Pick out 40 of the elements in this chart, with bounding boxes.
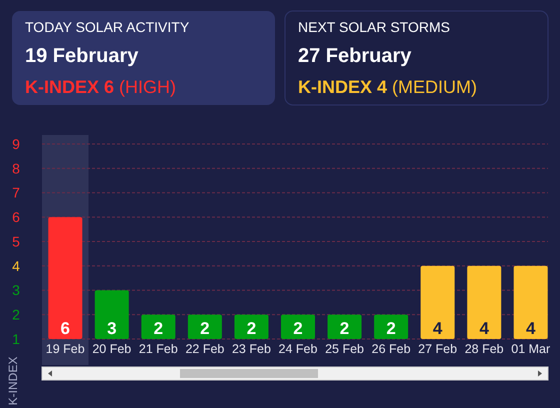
x-tick-label: 28 Feb bbox=[464, 342, 504, 356]
text: NEXT SOLAR STORMS bbox=[298, 19, 450, 35]
data-label: 2 bbox=[340, 319, 350, 338]
y-tick-label: 9 bbox=[12, 136, 20, 152]
x-tick-label: 25 Feb bbox=[325, 342, 364, 356]
data-label: 2 bbox=[246, 319, 256, 338]
text: 27 February bbox=[298, 45, 412, 67]
data-label: 4 bbox=[526, 319, 536, 338]
data-label: 2 bbox=[293, 319, 303, 338]
data-label: 4 bbox=[432, 319, 443, 338]
x-tick-label: 24 Feb bbox=[278, 342, 318, 356]
data-label: 2 bbox=[154, 319, 164, 338]
y-tick-label: 4 bbox=[12, 258, 20, 274]
text: K-INDEX 4 bbox=[298, 77, 388, 97]
data-label: 2 bbox=[200, 319, 210, 338]
y-tick-label: 3 bbox=[12, 282, 20, 298]
x-tick-label: 20 Feb bbox=[92, 342, 132, 356]
text: TODAY SOLAR ACTIVITY bbox=[25, 19, 190, 35]
text: (MEDIUM) bbox=[387, 77, 477, 97]
y-tick-label: 5 bbox=[12, 233, 20, 250]
x-tick-label: 19 Feb bbox=[46, 342, 85, 356]
x-tick-label: 26 Feb bbox=[372, 342, 411, 356]
x-tick-label: 01 Mar bbox=[511, 342, 550, 356]
text: (HIGH) bbox=[114, 77, 176, 97]
text: 19 February bbox=[25, 45, 140, 67]
y-tick-label: 8 bbox=[12, 160, 20, 176]
y-tick-label: 1 bbox=[12, 330, 20, 347]
data-label: 4 bbox=[479, 319, 490, 338]
text: K-INDEX 6 bbox=[25, 77, 114, 97]
y-tick-label: 2 bbox=[12, 306, 20, 323]
x-tick-label: 21 Feb bbox=[138, 342, 178, 356]
y-axis-title: K-INDEX bbox=[6, 356, 20, 406]
data-label: 3 bbox=[107, 319, 117, 338]
y-tick-label: 6 bbox=[12, 209, 20, 226]
data-label: 2 bbox=[386, 319, 396, 338]
x-tick-label: 27 Feb bbox=[418, 342, 458, 356]
x-tick-label: 23 Feb bbox=[232, 342, 271, 356]
x-tick-label: 22 Feb bbox=[185, 342, 224, 356]
y-tick-label: 7 bbox=[12, 184, 20, 201]
data-label: 6 bbox=[60, 319, 70, 338]
